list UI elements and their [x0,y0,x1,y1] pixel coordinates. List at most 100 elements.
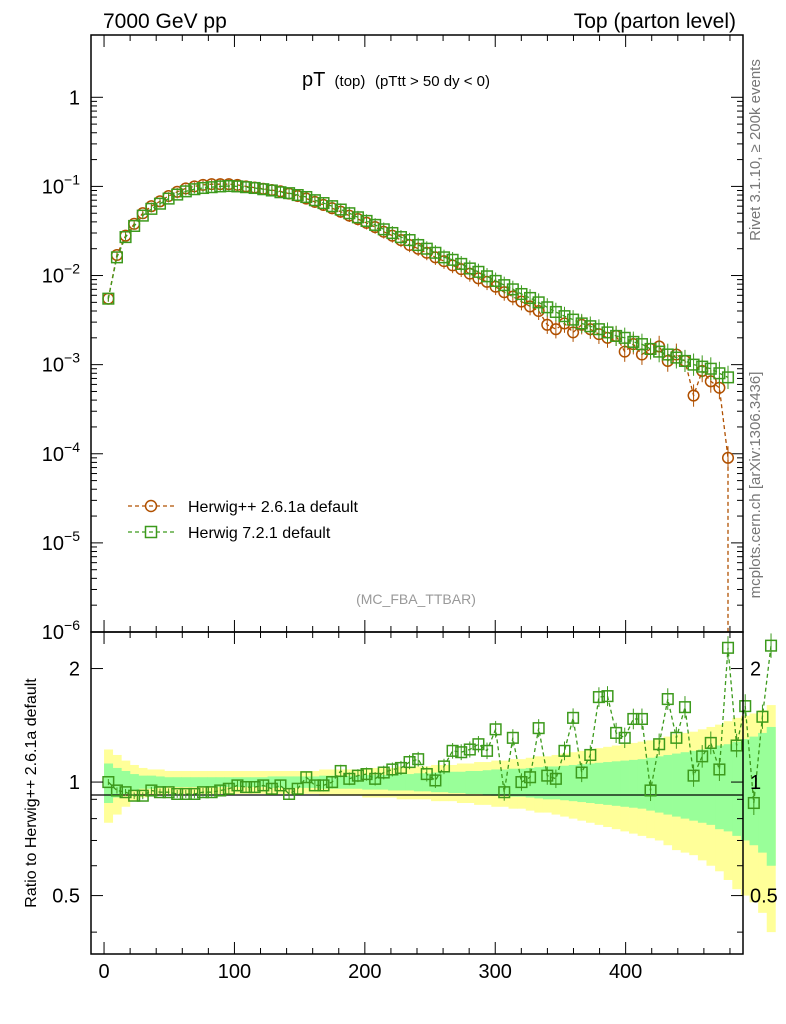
band-inner-bin [267,776,277,788]
point-herwig7 [549,305,562,319]
ratio-point-herwig7 [592,691,605,704]
ratio-point-herwig7 [102,776,115,789]
point-herwig7 [721,371,735,384]
ratio-point-herwig7 [575,766,588,779]
point-herwig7 [437,251,451,264]
tick-base: 10 [42,444,64,466]
point-herwig7 [644,342,657,356]
band-inner-bin [353,775,363,789]
band-inner-bin [637,759,647,809]
ratio-point-herwig7 [558,744,571,757]
ratio-point-herwig7 [437,760,451,773]
ratio-point-herwig7 [498,786,511,799]
ratio-point-herwig7 [351,769,364,782]
ratio-y-tick-label-right: 1 [750,772,761,794]
legend-entry-herwig-pp: Herwig++ 2.6.1a default [128,499,358,516]
point-herwig7 [670,351,683,364]
band-inner-bin [181,777,191,788]
main-y-tick-label: 10−2 [42,261,80,288]
main-series [102,178,735,632]
band-inner-bin [594,762,604,804]
main-y-tick-label: 10−6 [42,617,80,644]
plot-title-main: pT [302,69,325,91]
point-herwig7 [627,335,640,348]
analysis-watermark: (MC_FBA_TTBAR) [356,591,476,607]
ratio-point-herwig7 [300,771,313,784]
band-inner-bin [723,744,733,832]
ratio-series [102,633,778,816]
ratio-point-herwig7 [222,782,235,795]
main-y-tick-label: 1 [69,87,80,109]
band-inner-bin [508,768,518,797]
ratio-point-herwig7 [231,779,244,792]
band-inner-bin [448,771,458,794]
band-inner-bin [413,773,423,792]
ratio-point-herwig7 [704,736,717,749]
main-y-tick-label: 10−3 [42,350,80,377]
point-herwig7 [558,310,571,323]
tick-exponent: −4 [64,439,80,455]
point-herwig7 [343,207,356,220]
ratio-point-herwig7 [317,779,330,792]
band-inner-bin [534,767,544,799]
band-inner-bin [715,745,725,830]
band-inner-bin [138,775,148,789]
band-inner-bin [758,732,768,853]
band-inner-bin [155,776,165,788]
ratio-point-herwig7 [721,641,735,654]
legend: Herwig++ 2.6.1a default Herwig 7.2.1 def… [128,499,358,542]
band-inner-bin [749,736,759,846]
ratio-point-herwig7 [678,701,692,714]
band-inner-bin [198,777,208,788]
band-inner-bin [585,763,596,804]
band-inner-bin [611,761,621,806]
ratio-point-herwig7 [326,776,339,789]
point-herwig7 [239,181,253,194]
band-inner-bin [439,772,449,793]
ratio-point-herwig7 [618,731,631,744]
main-frame [90,34,744,633]
point-herwig7 [119,231,132,244]
ratio-point-herwig7 [412,753,425,766]
point-herwig7 [291,188,304,202]
point-herwig7 [696,360,709,373]
ratio-point-herwig7 [239,781,253,794]
band-inner-bin [603,762,613,805]
ratio-point-herwig7 [205,786,218,799]
point-herwig7 [274,186,287,199]
ratio-point-herwig7 [524,771,537,784]
band-inner-bin [293,776,303,788]
point-herwig7 [412,238,425,252]
band-inner-bin [121,770,131,794]
ratio-point-herwig7 [713,763,726,776]
band-inner-bin [465,770,475,794]
ratio-point-herwig7 [472,738,485,751]
point-herwig7 [171,188,184,201]
tick-base: 10 [42,533,64,555]
ratio-point-herwig7 [110,784,123,797]
point-herwig7 [377,223,390,236]
ratio-point-herwig7 [730,739,743,752]
ratio-point-herwig7 [687,769,700,782]
x-axis-ticks: 0 100 200 300 400 [98,632,731,983]
point-herwig7 [575,317,588,330]
ratio-point-herwig7 [119,786,132,799]
band-inner-bin [568,764,578,802]
main-y-tick-label: 10−4 [42,439,80,466]
point-herwig7 [678,354,692,368]
band-inner-bin [112,767,122,798]
ratio-point-herwig7 [567,711,580,724]
band-inner-bin [190,777,200,788]
rivet-version-label: Rivet 3.1.10, ≥ 200k events [747,59,764,241]
point-herwig7 [661,348,674,361]
point-herwig7 [653,345,666,358]
band-inner-bin [740,739,750,841]
point-herwig7 [386,226,399,240]
point-herwig7 [567,313,580,326]
ratio-point-herwig7 [661,693,674,706]
band-inner-bin [388,774,398,791]
point-herwig7 [498,279,511,292]
band-inner-bin [336,775,346,789]
point-herwig7 [446,253,459,266]
legend-marker-herwig7 [144,525,158,539]
